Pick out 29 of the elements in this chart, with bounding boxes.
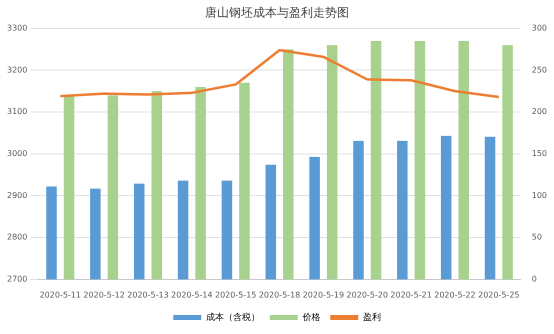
y-tick-label: 3100 <box>7 107 28 116</box>
y-tick-label: 3200 <box>7 65 28 74</box>
y-tick-label: 2700 <box>7 274 28 284</box>
y-tick-label: 3300 <box>7 23 28 32</box>
x-tick-label: 2020-5-19 <box>302 290 344 300</box>
y2-tick-label: 100 <box>532 190 548 200</box>
legend-label: 成本（含税） <box>206 312 260 323</box>
y-tick-label: 2900 <box>7 190 28 200</box>
y2-tick-label: 50 <box>532 232 542 242</box>
y2-tick-label: 300 <box>532 23 548 32</box>
legend-label: 盈利 <box>362 312 381 323</box>
y2-tick-label: 0 <box>532 274 537 284</box>
y2-tick-label: 150 <box>532 148 548 158</box>
y2-tick-label: 200 <box>532 107 548 116</box>
x-tick-label: 2020-5-11 <box>40 290 81 300</box>
chart-title: 唐山钢坯成本与盈利走势图 <box>205 5 349 20</box>
x-tick-label: 2020-5-21 <box>390 290 432 300</box>
x-tick-label: 2020-5-25 <box>478 290 520 300</box>
x-tick-label: 2020-5-13 <box>127 290 169 300</box>
y-tick-label: 2800 <box>7 232 28 242</box>
y-tick-label: 3000 <box>7 148 28 158</box>
x-tick-label: 2020-5-15 <box>214 290 256 300</box>
x-tick-label: 2020-5-20 <box>346 290 388 300</box>
legend-label: 价格 <box>301 312 320 323</box>
x-tick-label: 2020-5-22 <box>434 290 476 300</box>
y2-tick-label: 250 <box>532 65 548 74</box>
x-tick-label: 2020-5-14 <box>171 290 213 300</box>
x-tick-label: 2020-5-18 <box>258 290 300 300</box>
x-tick-label: 2020-5-12 <box>83 290 125 300</box>
